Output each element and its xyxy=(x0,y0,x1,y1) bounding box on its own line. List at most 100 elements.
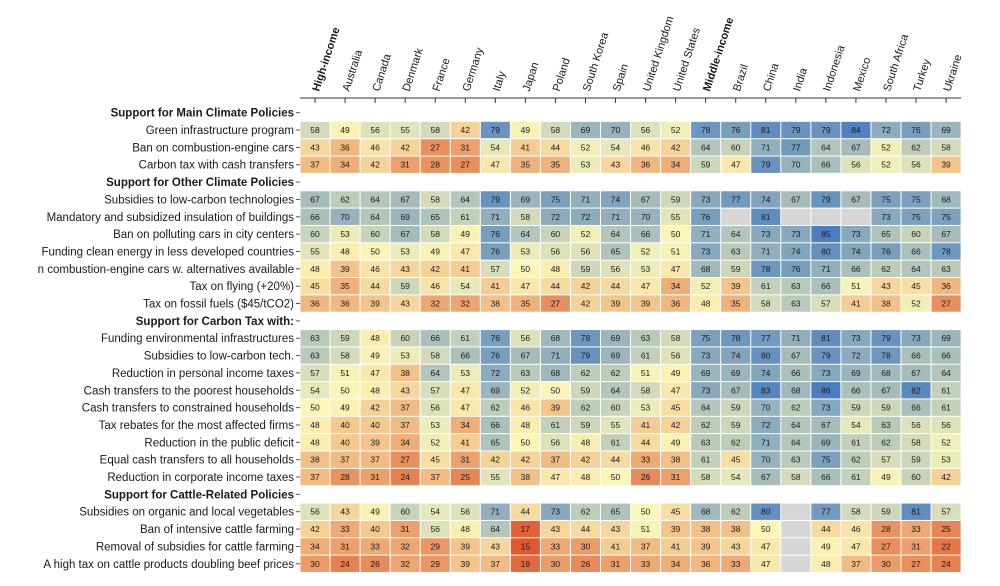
heatmap-cell xyxy=(811,520,841,538)
heatmap-cell xyxy=(420,416,450,434)
heatmap-cell xyxy=(601,225,631,243)
heatmap-cell xyxy=(570,451,600,468)
heatmap-cell xyxy=(691,156,721,173)
cell-value: 46 xyxy=(430,281,440,291)
heatmap-cell xyxy=(781,121,811,139)
heatmap-cell xyxy=(510,347,540,364)
heatmap-cell xyxy=(420,225,450,243)
heatmap-cell xyxy=(901,503,931,520)
column-label-ukraine: Ukraine xyxy=(942,53,965,93)
heatmap-cell xyxy=(931,225,961,243)
cell-value: 44 xyxy=(581,524,591,534)
heatmap-cell xyxy=(721,399,751,416)
heatmap-cell xyxy=(751,347,781,364)
heatmap-cell xyxy=(360,191,390,208)
heatmap-cell xyxy=(360,468,390,486)
heatmap-cell xyxy=(450,399,480,416)
heatmap-cell xyxy=(901,434,931,451)
heatmap-cell xyxy=(661,347,691,364)
cell-value: 58 xyxy=(791,472,801,482)
cell-value: 38 xyxy=(521,472,531,482)
cell-value: 66 xyxy=(491,420,501,430)
heatmap-cell xyxy=(510,278,540,295)
row-label-funding-clean-energy-in-less-developed-countries: Funding clean energy in less developed c… xyxy=(41,246,294,258)
cell-value: 48 xyxy=(340,246,350,256)
heatmap-cell xyxy=(300,520,330,538)
heatmap-cell xyxy=(360,156,390,173)
heatmap-cell xyxy=(330,503,360,520)
cell-value: 47 xyxy=(461,246,471,256)
cell-value: 62 xyxy=(731,507,741,517)
cell-value: 44 xyxy=(551,142,561,152)
heatmap-cell xyxy=(540,260,570,277)
cell-value: 49 xyxy=(340,125,350,135)
heatmap-cell xyxy=(901,399,931,416)
heatmap-cell xyxy=(601,121,631,139)
heatmap-cell xyxy=(390,243,420,260)
heatmap-cell xyxy=(390,260,420,277)
heatmap-cell xyxy=(661,156,691,173)
cell-value: 79 xyxy=(581,351,591,361)
cell-value: 49 xyxy=(430,246,440,256)
cell-value: 33 xyxy=(641,559,651,569)
heatmap-cell xyxy=(931,538,961,555)
section-title-support-for-main-climate-policies: Support for Main Climate Policies xyxy=(111,108,294,120)
heatmap-cell xyxy=(751,225,781,243)
heatmap-cell xyxy=(631,278,661,295)
heatmap-cell xyxy=(330,278,360,295)
heatmap-cell xyxy=(841,295,871,312)
heatmap-cell xyxy=(841,538,871,555)
heatmap-cell xyxy=(631,434,661,451)
cell-value: 75 xyxy=(551,194,561,204)
heatmap-cell xyxy=(751,520,781,538)
heatmap-cell xyxy=(841,243,871,260)
heatmap-cell xyxy=(540,451,570,468)
heatmap-cell xyxy=(781,520,811,538)
cell-value: 50 xyxy=(521,437,531,447)
cell-value: 35 xyxy=(340,281,350,291)
cell-value: 49 xyxy=(461,229,471,239)
cell-value: 71 xyxy=(701,229,711,239)
heatmap-cell xyxy=(420,330,450,347)
row-label-funding-environmental-infrastructures: Funding environmental infrastructures xyxy=(101,333,294,345)
heatmap-cell xyxy=(360,555,390,572)
cell-value: 68 xyxy=(941,194,951,204)
cell-value: 53 xyxy=(400,246,410,256)
heatmap-cell xyxy=(510,538,540,555)
heatmap-cell xyxy=(781,295,811,312)
heatmap-cell xyxy=(631,156,661,173)
cell-value: 70 xyxy=(611,125,621,135)
cell-value: 44 xyxy=(551,281,561,291)
cell-value: 58 xyxy=(761,299,771,309)
heatmap-cell xyxy=(811,260,841,277)
heatmap-cell xyxy=(811,468,841,486)
cell-value: 37 xyxy=(370,455,380,465)
cell-value: 62 xyxy=(581,403,591,413)
cell-value: 71 xyxy=(821,264,831,274)
heatmap-cell xyxy=(661,364,691,382)
heatmap-cell xyxy=(901,225,931,243)
heatmap-cell xyxy=(420,538,450,555)
row-label-reduction-in-the-public-deficit: Reduction in the public deficit xyxy=(144,437,294,449)
column-label-italy: Italy xyxy=(491,70,509,93)
cell-value: 48 xyxy=(461,524,471,534)
column-label-south-korea: South Korea xyxy=(581,30,612,93)
heatmap-cell xyxy=(510,295,540,312)
heatmap-cell xyxy=(781,260,811,277)
cell-value: 68 xyxy=(701,507,711,517)
heatmap-cell xyxy=(901,330,931,347)
heatmap-cell xyxy=(691,139,721,156)
cell-value: 61 xyxy=(941,403,951,413)
heatmap-cell xyxy=(601,399,631,416)
heatmap-cell xyxy=(480,520,510,538)
cell-value: 36 xyxy=(671,299,681,309)
cell-value: 34 xyxy=(461,420,471,430)
cell-value: 73 xyxy=(821,368,831,378)
cell-value: 33 xyxy=(641,455,651,465)
heatmap-cell xyxy=(751,330,781,347)
cell-value: 59 xyxy=(671,194,681,204)
heatmap-cell xyxy=(871,382,901,399)
cell-value: 36 xyxy=(340,299,350,309)
heatmap-cell xyxy=(330,555,360,572)
heatmap-cell xyxy=(601,330,631,347)
